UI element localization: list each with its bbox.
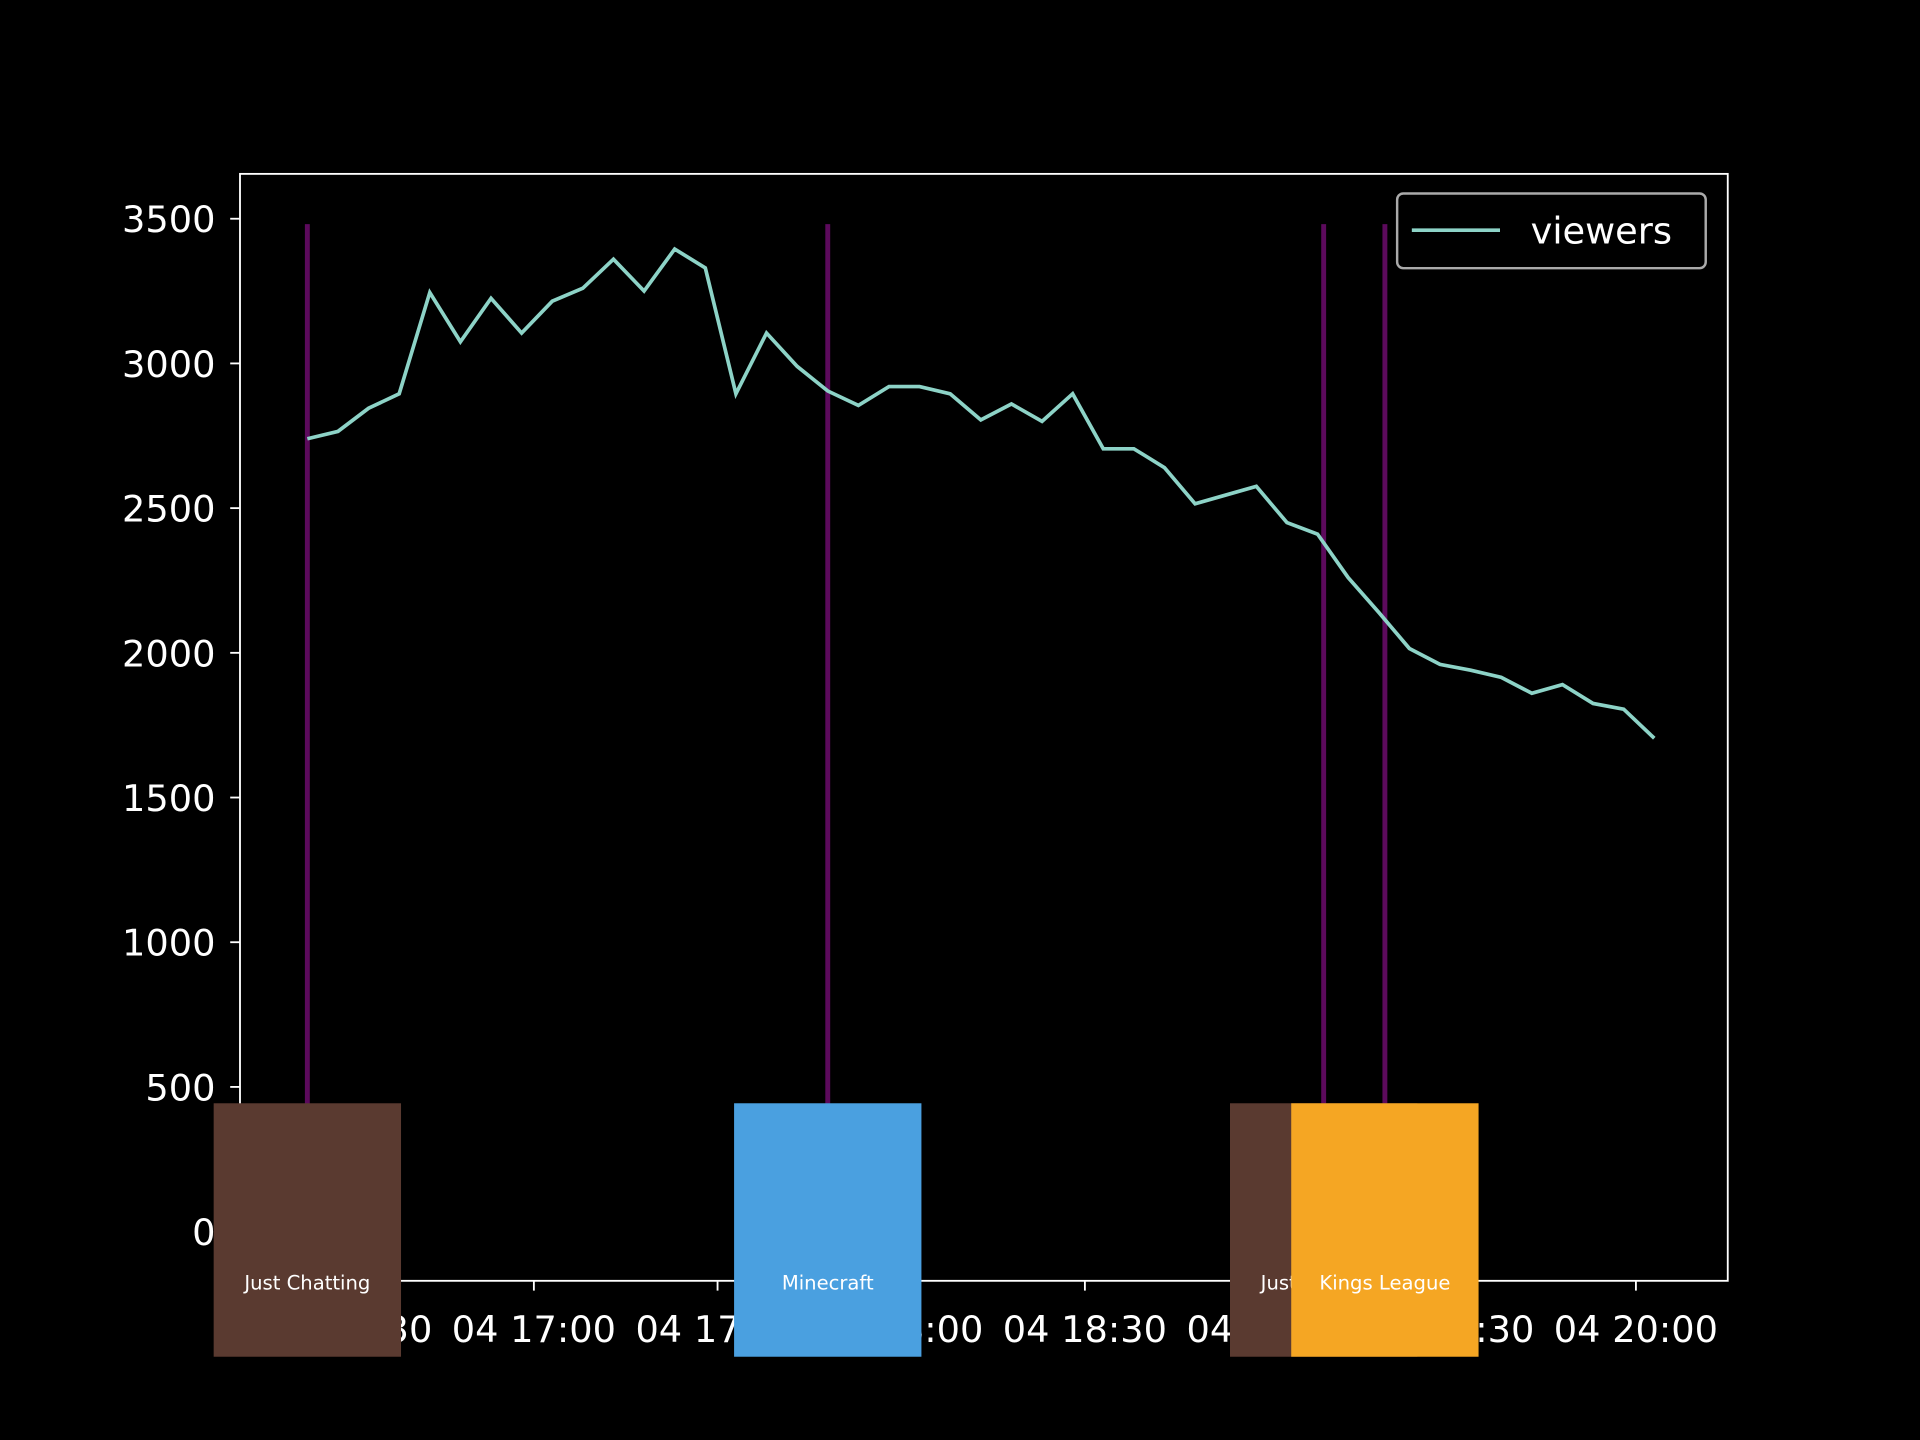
category-label: Minecraft — [782, 1271, 874, 1294]
category-thumbnail — [734, 1103, 922, 1357]
category-label: Just Chatting — [242, 1271, 370, 1294]
y-tick-label: 3000 — [122, 343, 215, 386]
series-line — [306, 246, 1656, 740]
category-thumbnail — [1291, 1103, 1479, 1357]
y-tick-label: 3500 — [122, 198, 215, 241]
y-tick-label: 0 — [192, 1211, 215, 1254]
y-tick-label: 500 — [145, 1066, 215, 1109]
category-label: Kings League — [1319, 1271, 1450, 1294]
category-thumbnail — [213, 1103, 402, 1357]
y-tick-label: 2500 — [122, 488, 215, 531]
plot-frame — [239, 172, 1729, 1282]
legend-box — [1395, 192, 1707, 270]
y-tick-label: 2000 — [122, 632, 215, 675]
y-tick-label: 1500 — [122, 777, 215, 820]
x-tick-label: 04 20:00 — [1554, 1308, 1718, 1351]
y-tick-label: 1000 — [122, 922, 215, 965]
legend-label: viewers — [1531, 210, 1672, 253]
x-tick-label: 04 18:30 — [1003, 1308, 1167, 1351]
x-tick-label: 04 17:00 — [452, 1308, 616, 1351]
